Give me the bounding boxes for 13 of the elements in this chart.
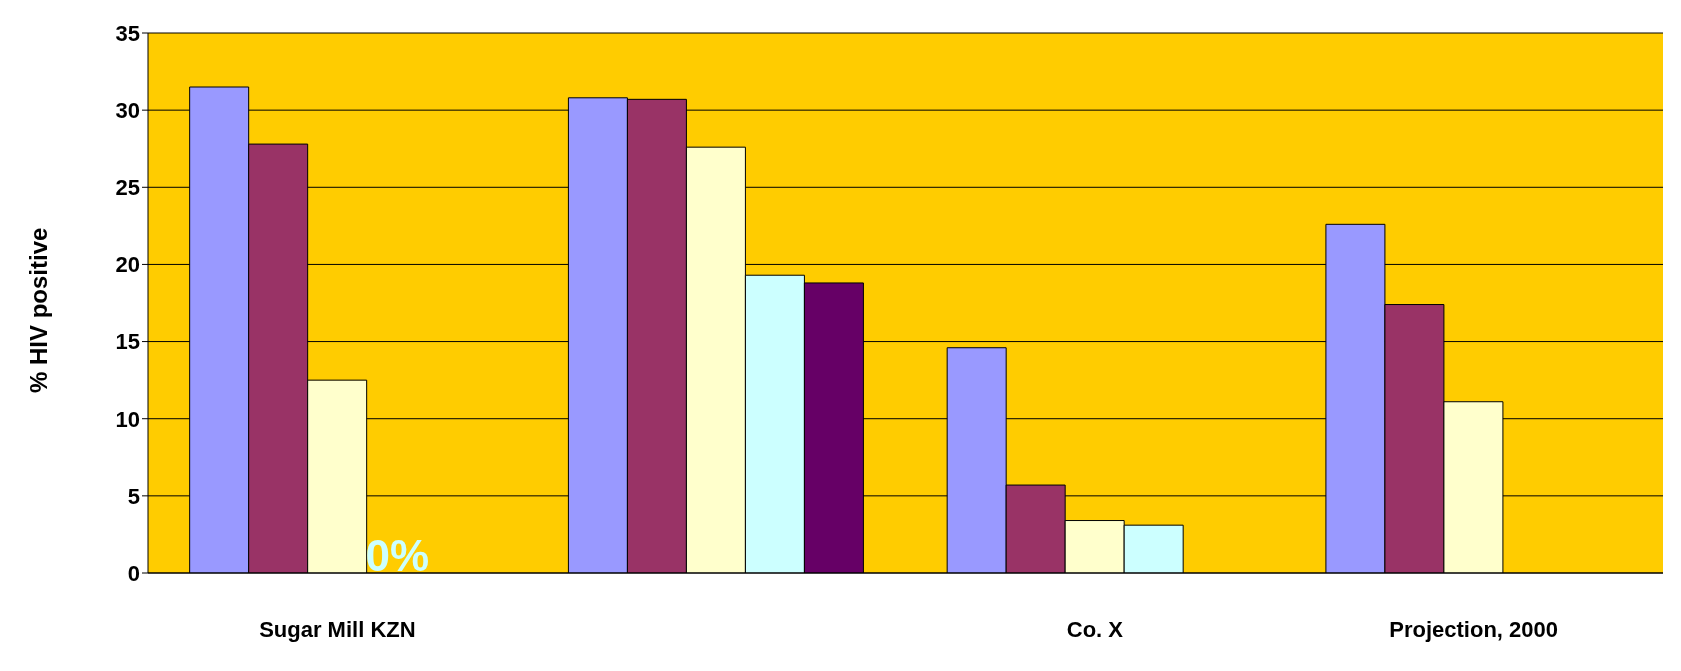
y-tick-label: 25 bbox=[115, 175, 140, 201]
x-tick-label: Co. X bbox=[1066, 616, 1124, 642]
y-tick-label: 15 bbox=[115, 329, 140, 355]
y-tick-label: 10 bbox=[115, 406, 140, 432]
x-tick-label: Projection, 2000 bbox=[1389, 616, 1558, 642]
y-tick-label: 20 bbox=[115, 252, 140, 278]
y-tick-label: 30 bbox=[115, 97, 140, 123]
y-tick-label: 0 bbox=[127, 560, 140, 586]
y-tick-label: 5 bbox=[127, 483, 140, 509]
y-axis-title: % HIV positive bbox=[24, 227, 52, 393]
y-tick-label: 35 bbox=[115, 20, 140, 46]
annotation: 0% bbox=[365, 531, 430, 580]
x-tick-label: Sugar Mill KZN bbox=[259, 616, 416, 642]
